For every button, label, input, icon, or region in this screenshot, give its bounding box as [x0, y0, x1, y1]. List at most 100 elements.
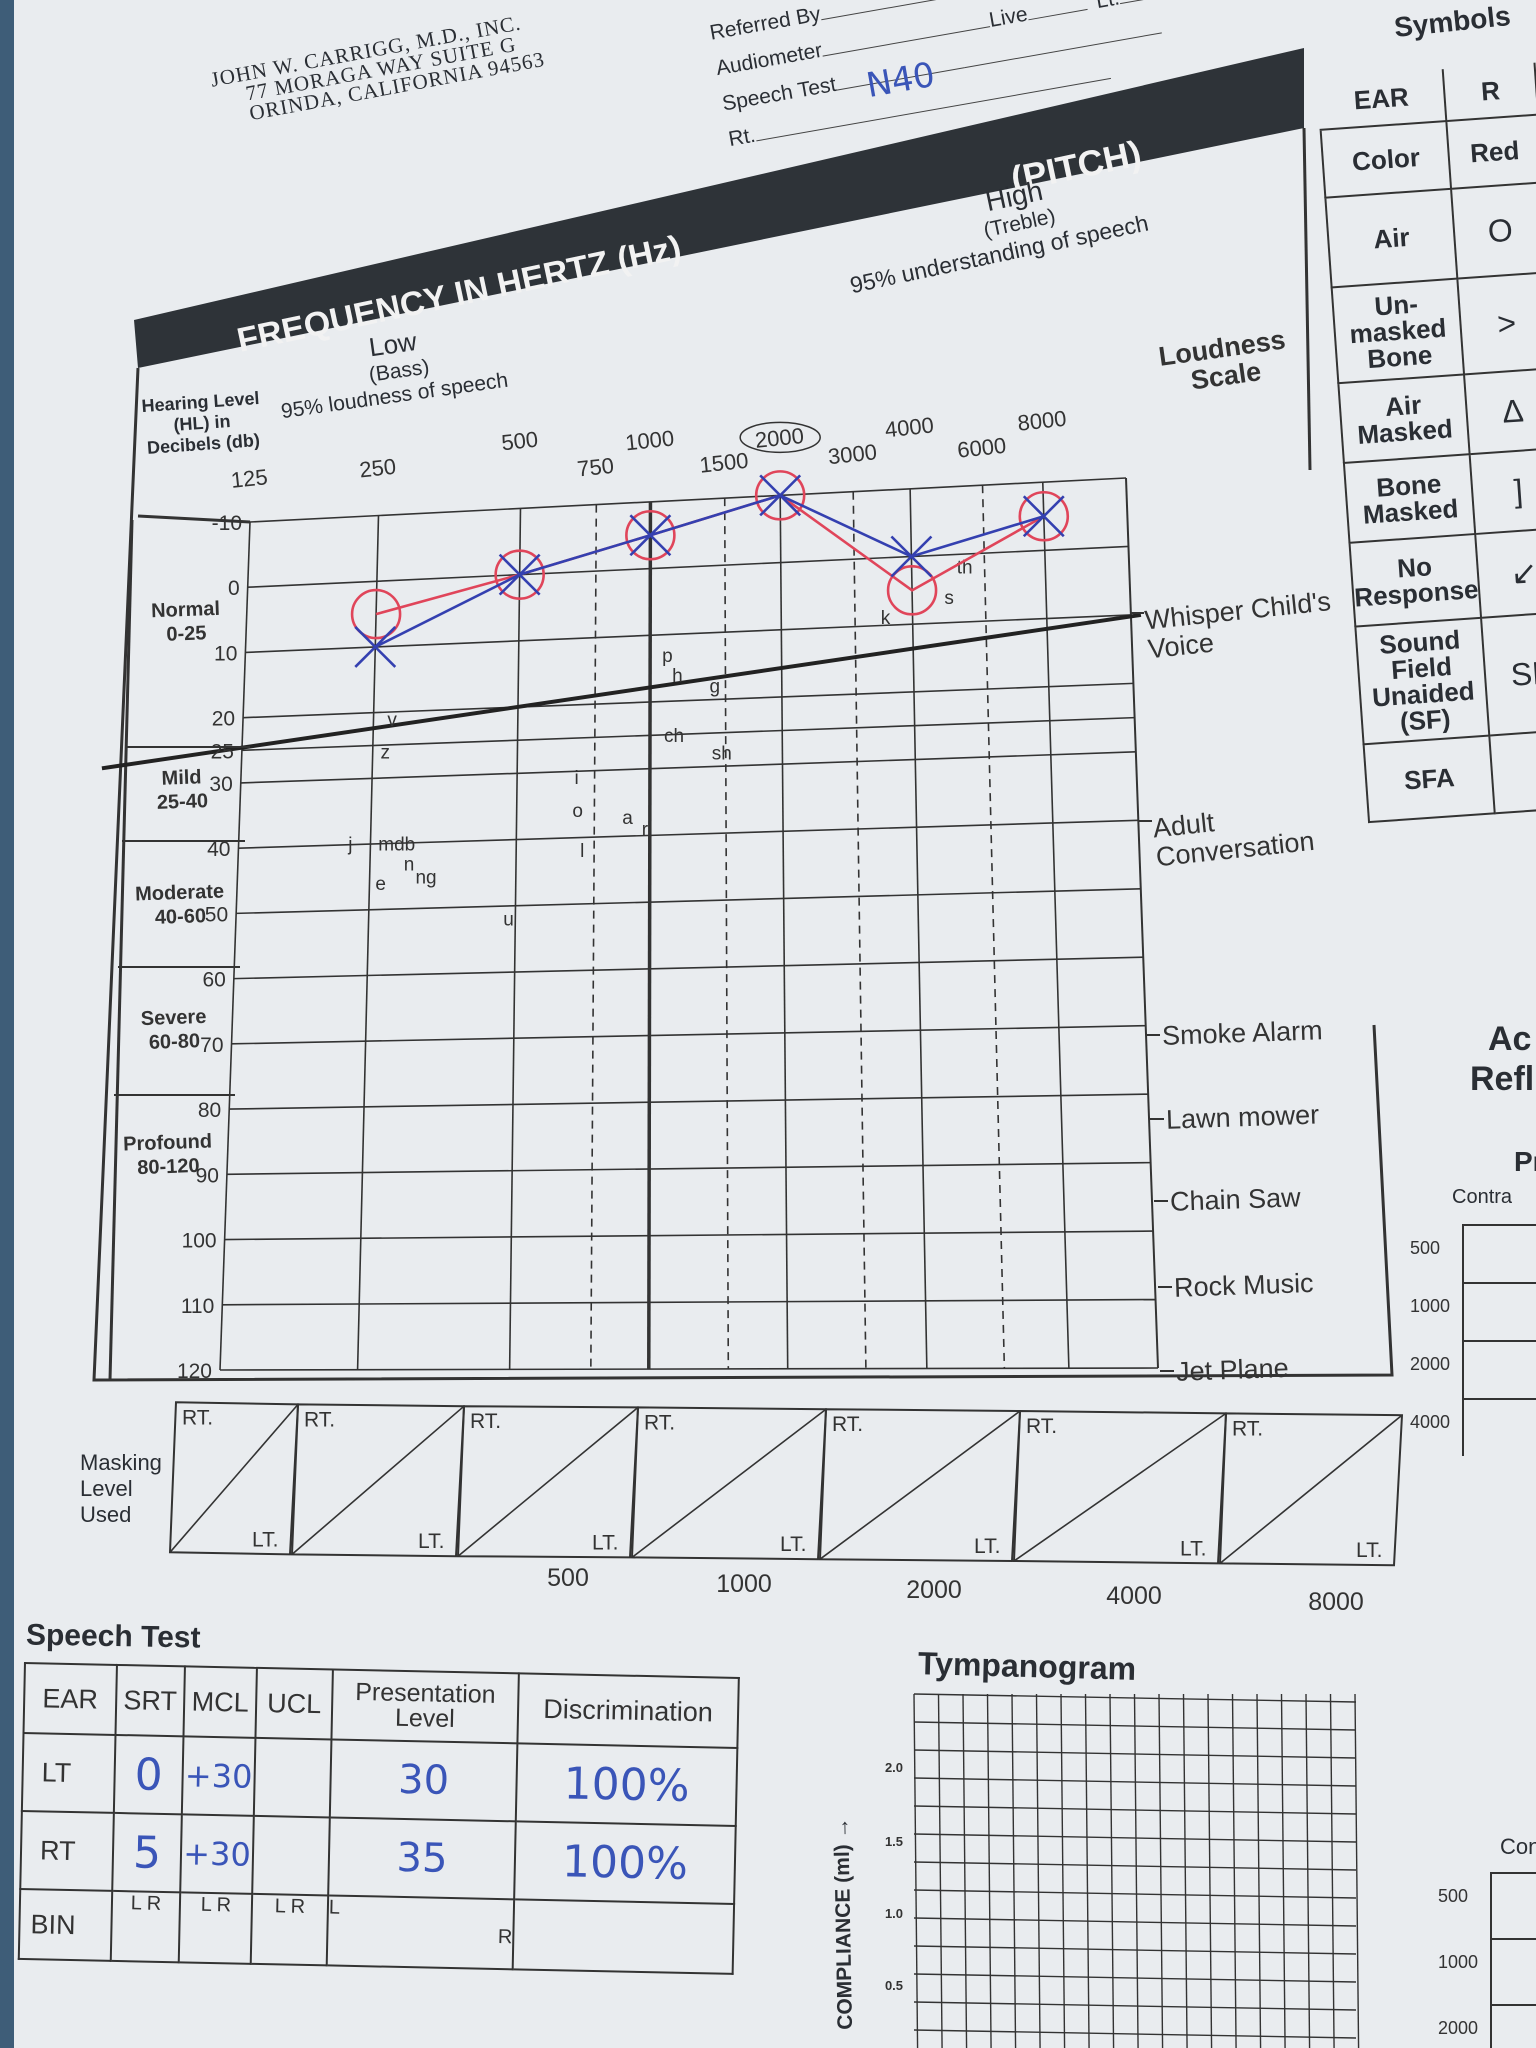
masking-lt-label: LT.: [1356, 1539, 1382, 1562]
lt-point-1000: [629, 514, 672, 557]
loudness-tick: [1160, 1370, 1174, 1372]
st-row-bin-ucl[interactable]: L R: [250, 1893, 329, 1966]
masking-box: [1218, 1412, 1404, 1567]
lt-x-stroke: [759, 474, 802, 517]
tymp-hline: [913, 1917, 1357, 1927]
speech-sound-mdb: mdb: [378, 835, 415, 856]
tymp-hline: [913, 1749, 1357, 1759]
db-line: [247, 545, 1129, 589]
tymp-tick-label: 1.5: [885, 1834, 903, 1849]
freq-line: [909, 488, 928, 1369]
contra-label: Contra: [1452, 1186, 1513, 1208]
category-normal: Normal 0-25: [125, 596, 247, 648]
symbols-ear-header: EAR: [1316, 69, 1447, 130]
tympanogram-grid: 2.0 1.5 1.0 0.5: [885, 1693, 1360, 2048]
masking-box: [1012, 1409, 1228, 1565]
masking-diagonal: [457, 1406, 639, 1557]
tymp-vline: [1256, 1693, 1262, 2048]
con-label: Con: [1500, 1834, 1536, 1859]
st-header-srt: SRT: [115, 1664, 185, 1737]
masking-diagonal: [1219, 1414, 1403, 1565]
tymp-vline: [1035, 1693, 1041, 2048]
masking-rt-label: RT.: [470, 1410, 501, 1433]
st-header-disc: Discrimination: [517, 1673, 739, 1748]
symbol-label: Bone Masked: [1343, 454, 1476, 543]
symbol-label: Un-masked Bone: [1331, 278, 1465, 384]
masking-diagonal: [631, 1408, 827, 1559]
speech-sound-j: j: [347, 835, 352, 856]
symbols-r-header: R: [1442, 62, 1536, 121]
masking-lt-label: LT.: [592, 1531, 618, 1554]
masking-rt-label: RT.: [304, 1408, 335, 1431]
freq-label: 4000: [884, 412, 935, 442]
lt-x-stroke: [629, 514, 672, 557]
reflex-grid-line: [1490, 1872, 1536, 1874]
category-divider: [122, 840, 245, 842]
freq-label: 750: [576, 453, 615, 482]
freq-line: [590, 504, 598, 1370]
st-row-bin-disc[interactable]: [512, 1899, 735, 1974]
tympanogram-axis-label: COMPLIANCE (ml) →: [830, 1817, 857, 2030]
reflex-freq-label: 500: [1410, 1238, 1441, 1258]
st-row-rt-level[interactable]: 35: [328, 1817, 516, 1900]
grid-right-edge: [1125, 477, 1159, 1369]
st-row-rt-mcl[interactable]: +30: [180, 1814, 254, 1894]
st-row-lt-mcl[interactable]: +30: [181, 1736, 256, 1816]
st-row-lt-level[interactable]: 30: [329, 1739, 518, 1822]
db-tick-label: -10: [212, 512, 242, 535]
reflex-label: Refl: [1470, 1060, 1535, 1098]
tymp-vline: [1305, 1693, 1311, 2048]
symbol-r-value: Δ: [1464, 367, 1536, 455]
reflex-grid-edge: [1462, 1224, 1464, 1456]
audiogram-form-sheet: JOHN W. CARRIGG, M.D., INC. 77 MORAGA WA…: [14, 0, 1536, 2048]
loudness-tick: [1146, 1034, 1160, 1036]
tymp-vline: [913, 1693, 919, 2048]
category-divider: [118, 966, 240, 968]
st-row-lt-disc[interactable]: 100%: [515, 1743, 738, 1826]
hearing-level-label: Hearing Level (HL) in Decibels (db): [140, 387, 261, 458]
audiogram-plot: [350, 470, 1070, 668]
freq-line: [852, 491, 867, 1369]
db-line: [240, 751, 1136, 784]
masking-rt-label: RT.: [1232, 1417, 1263, 1440]
tymp-vline: [1060, 1693, 1066, 2048]
db-line: [222, 1298, 1156, 1306]
st-row-rt-srt[interactable]: 5: [112, 1812, 182, 1893]
freq-label: 250: [358, 454, 397, 483]
db-line: [243, 682, 1134, 719]
db-tick-label: 120: [177, 1360, 212, 1383]
symbol-label: No Response: [1349, 533, 1482, 627]
tymp-vline: [1182, 1693, 1188, 2048]
speech-sound-l: l: [580, 841, 584, 862]
st-row-bin-srt[interactable]: L R: [110, 1890, 181, 1963]
masking-lt-label: LT.: [974, 1535, 1000, 1558]
st-row-bin-mcl[interactable]: L R: [178, 1892, 253, 1964]
st-row-rt-disc[interactable]: 100%: [514, 1821, 736, 1904]
freq-label: 2000: [754, 423, 805, 453]
masking-diagonal: [819, 1410, 1021, 1560]
st-row-rt-ucl[interactable]: [252, 1815, 330, 1896]
freq-label: 3000: [827, 439, 878, 469]
audiogram-frame: FREQUENCY IN HERTZ (Hz) (PITCH) 125 25050…: [92, 48, 1394, 1383]
db-line: [224, 1230, 1154, 1241]
freq-label: 1500: [698, 448, 749, 478]
db-line: [233, 956, 1144, 980]
tymp-vline: [1329, 1693, 1335, 2048]
db-line: [238, 819, 1139, 849]
speech-test-table-wrap: EAR SRT MCL UCL Presentation Level Discr…: [18, 1662, 740, 1975]
tymp-hline: [913, 1945, 1357, 1955]
st-row-lt-ucl[interactable]: [253, 1737, 332, 1818]
tymp-vline: [1084, 1693, 1090, 2048]
normal-threshold-line: [101, 612, 1142, 771]
tymp-tick-label: 0.5: [885, 1978, 903, 1993]
freq-label: 6000: [956, 433, 1007, 463]
masking-rt-label: RT.: [1026, 1415, 1057, 1438]
acoustic-label: Ac: [1488, 1020, 1532, 1058]
category-divider: [114, 1094, 235, 1096]
tymp-tick-label: 2.0: [885, 1760, 903, 1775]
st-row-lt-srt[interactable]: 0: [113, 1734, 184, 1815]
category-range: 25-40: [156, 790, 209, 814]
speech-sound-h: h: [672, 666, 683, 687]
reflex-freq-label: 2000: [1438, 2018, 1479, 2038]
